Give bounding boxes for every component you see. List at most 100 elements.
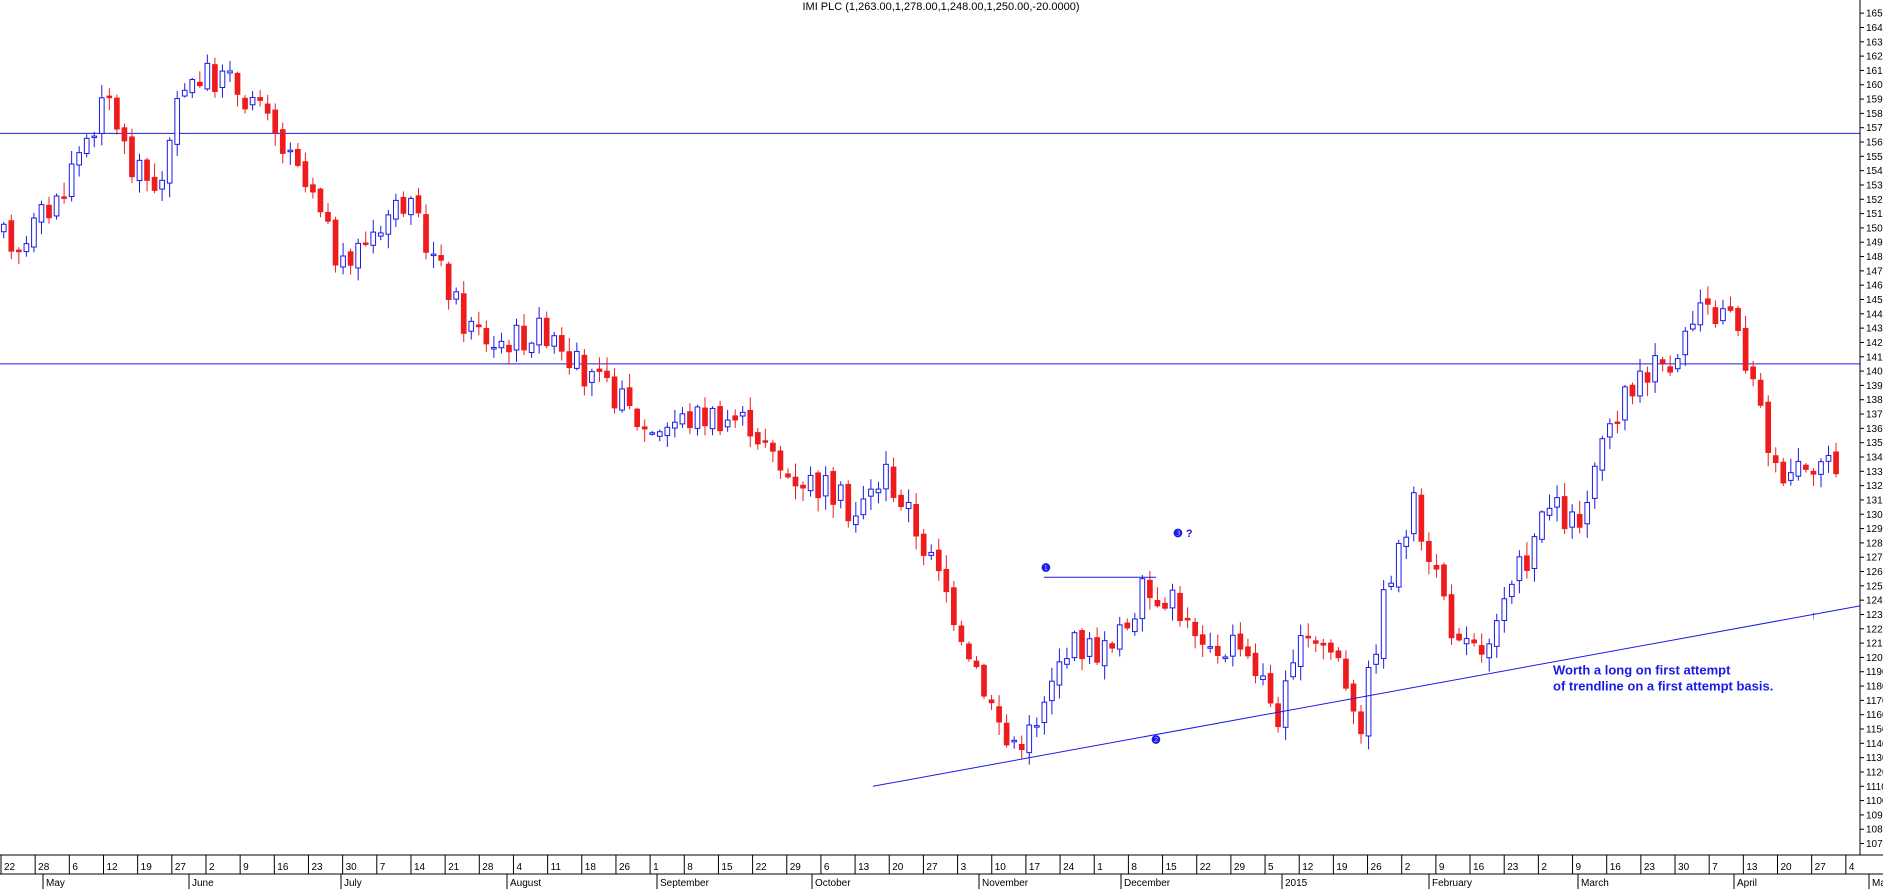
candle-down [438, 255, 444, 261]
candle-down [611, 376, 618, 409]
candle-down [272, 109, 279, 134]
candle-down [423, 214, 429, 253]
candle-up [1011, 739, 1018, 743]
candle-down [1162, 602, 1168, 609]
candle-down [1275, 703, 1281, 728]
y-tick-label: 1430 [1866, 324, 1883, 335]
ascending-trendline [872, 605, 1861, 787]
candle-down [754, 432, 761, 445]
candle-up [1064, 658, 1070, 665]
x-axis: 22 28 6 12 19 27 2 9 16 23 30 7 14 21 28 4 11 18 26 1 8 15 22 2… [0, 854, 1883, 889]
candle-down [1312, 640, 1319, 644]
candle-down [1177, 592, 1183, 622]
x-month-label: April [1737, 878, 1757, 889]
y-tick-label: 1350 [1866, 438, 1883, 449]
candle-up [724, 419, 731, 428]
candle-up [219, 70, 226, 89]
candle-down [800, 484, 806, 489]
y-tick-label: 1290 [1866, 524, 1883, 535]
x-day-label: 9 [243, 862, 249, 873]
candle-down [1267, 673, 1274, 704]
x-month-label: Ma [1872, 878, 1883, 889]
candle-down [332, 219, 339, 266]
chart-marker: ❷ [1151, 734, 1161, 746]
candle-down [46, 204, 52, 219]
candle-down [362, 242, 369, 245]
candle-down [702, 407, 708, 427]
candle-down [1576, 513, 1583, 528]
candle-down [121, 127, 128, 142]
candle-down [1335, 650, 1342, 659]
candle-up [340, 255, 346, 268]
x-day-label: 28 [482, 862, 494, 873]
x-day-label: 20 [1781, 862, 1793, 873]
candle-down [966, 643, 972, 660]
candle-up [852, 515, 859, 526]
candle-down [1079, 630, 1085, 660]
candle-up [875, 488, 882, 494]
y-tick-label: 1450 [1866, 295, 1883, 306]
y-tick-label: 1600 [1866, 80, 1883, 91]
candle-up [83, 137, 90, 155]
candle-up [1825, 455, 1832, 462]
y-tick-label: 1580 [1866, 109, 1883, 120]
y-tick-label: 1380 [1866, 395, 1883, 406]
y-tick-label: 1500 [1866, 223, 1883, 234]
candle-up [355, 242, 362, 269]
candle-down [732, 415, 739, 421]
candle-up [31, 217, 37, 248]
x-day-label: 23 [1507, 862, 1519, 873]
candle-down [1524, 555, 1530, 571]
candle-down [257, 97, 263, 101]
candle-down [1712, 307, 1719, 324]
candle-up [23, 243, 30, 253]
candle-down [234, 72, 241, 95]
x-day-label: 7 [380, 862, 386, 873]
x-day-label: 19 [1336, 862, 1348, 873]
candle-down [1305, 635, 1312, 639]
x-day-label: 22 [756, 862, 768, 873]
candle-up [1637, 370, 1643, 397]
candle-up [1486, 643, 1493, 659]
y-tick-label: 1490 [1866, 238, 1883, 249]
candle-down [1109, 643, 1116, 649]
y-tick-label: 1210 [1866, 639, 1883, 650]
y-tick-label: 1250 [1866, 581, 1883, 592]
x-day-label: 2 [209, 862, 215, 873]
candle-down [845, 484, 852, 522]
candle-up [1101, 640, 1108, 667]
candle-down [1644, 372, 1651, 383]
x-month-label: March [1581, 878, 1609, 889]
y-tick-label: 1610 [1866, 66, 1883, 77]
x-day-label: 3 [961, 862, 967, 873]
candle-down [988, 699, 995, 704]
horizontal-lines [0, 132, 1860, 365]
candle-down [981, 664, 987, 697]
x-month-label: July [344, 878, 362, 889]
candle-up [1795, 460, 1802, 477]
candle-up [159, 179, 165, 190]
candle-up [385, 214, 392, 235]
candle-down [951, 587, 957, 626]
candle-down [687, 411, 693, 429]
candle-up [76, 152, 83, 166]
y-tick-label: 1370 [1866, 410, 1883, 421]
x-day-label: 13 [858, 862, 870, 873]
candle-up [1290, 662, 1297, 678]
candle-up [860, 498, 867, 516]
y-tick-label: 1630 [1866, 37, 1883, 48]
candle-down [1358, 711, 1364, 735]
candle-down [1735, 307, 1741, 332]
candle-down [1810, 470, 1817, 475]
candle-down [1124, 622, 1131, 629]
annotation-text: Worth a long on first attempt [1553, 663, 1731, 678]
candle-down [1192, 621, 1198, 637]
y-tick-label: 1470 [1866, 266, 1883, 277]
y-tick-label: 1560 [1866, 138, 1883, 149]
candle-down [920, 533, 927, 556]
candle-down [792, 476, 799, 487]
x-day-label: 17 [1029, 862, 1041, 873]
candle-down [264, 103, 271, 114]
y-tick-label: 1220 [1866, 624, 1883, 635]
